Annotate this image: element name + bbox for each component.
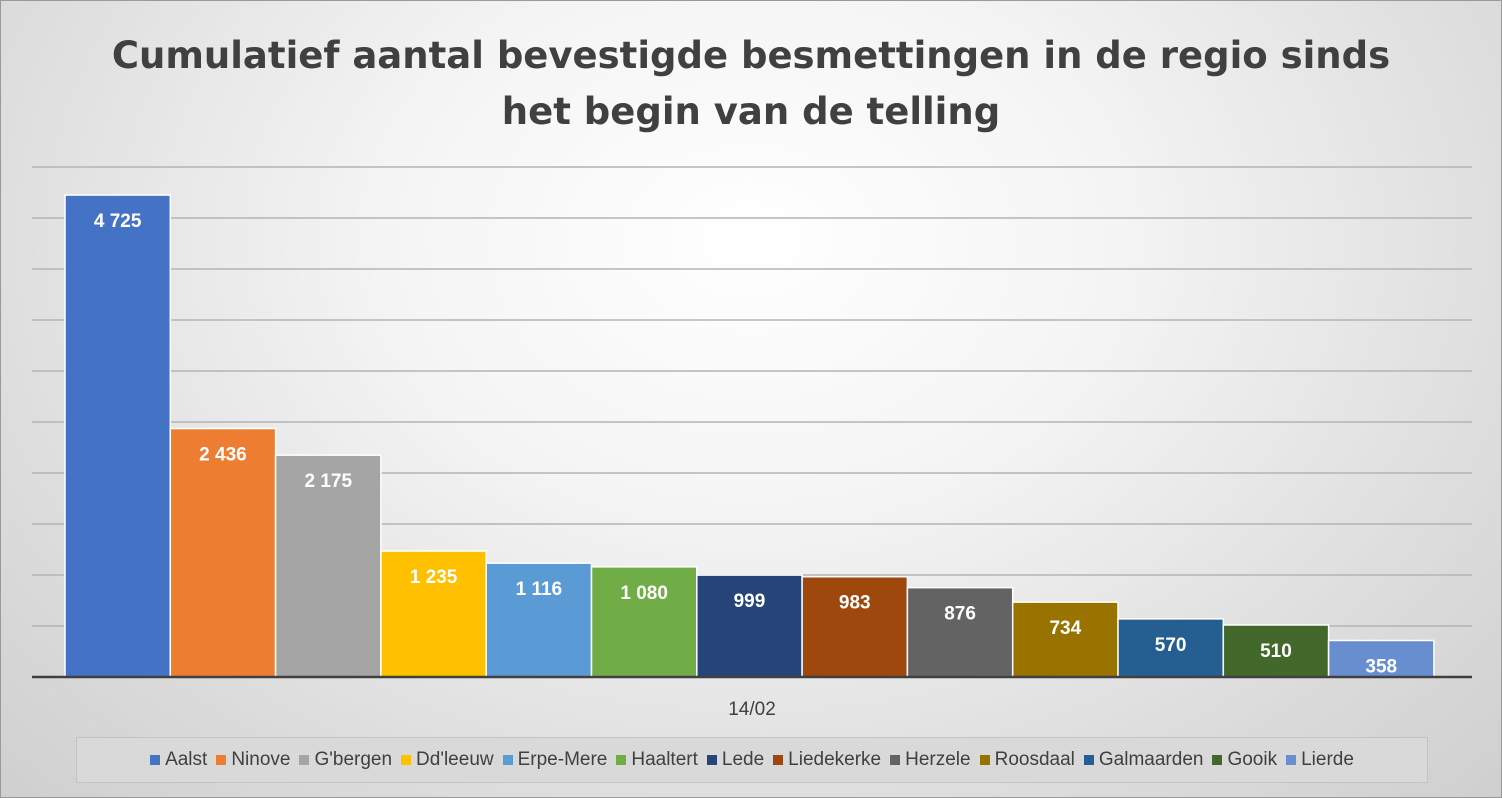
data-label-roosdaal: 734 (1049, 618, 1081, 639)
data-label-gooik: 510 (1260, 641, 1292, 662)
legend-item-roosdaal: Roosdaal (979, 749, 1075, 771)
legend-swatch (890, 755, 901, 765)
legend-item-liedekerke: Liedekerke (773, 749, 881, 771)
legend-label: Erpe-Mere (517, 749, 608, 770)
data-label-lierde: 358 (1365, 656, 1397, 677)
legend-swatch (216, 755, 227, 765)
legend-swatch (299, 755, 310, 765)
legend-label: Ninove (231, 749, 291, 770)
data-label-lede: 999 (734, 591, 766, 612)
legend-swatch (773, 755, 784, 765)
legend-swatch (150, 755, 161, 765)
x-tick-label: 14/02 (728, 699, 776, 720)
data-label-erpe-mere: 1 116 (516, 579, 563, 600)
bar-gooik (1222, 624, 1330, 678)
bars (64, 194, 1435, 678)
legend-label: Galmaarden (1098, 749, 1204, 770)
legend-label: Aalst (165, 749, 208, 770)
legend-item-erpe-mere: Erpe-Mere (502, 749, 608, 771)
chart-title: Cumulatief aantal bevestigde besmettinge… (0, 28, 1502, 140)
bar-aalst (64, 194, 172, 678)
legend-label: Dd'leeuw (416, 749, 494, 770)
data-label-ninove: 2 436 (199, 445, 247, 466)
legend-label: Haaltert (631, 749, 698, 770)
legend-label: Lede (721, 749, 765, 770)
legend-label: Herzele (905, 749, 971, 770)
bar-haaltert (590, 566, 698, 678)
legend-label: Liedekerke (788, 749, 882, 770)
legend-swatch (706, 755, 717, 765)
bar-dd-leeuw (380, 550, 487, 678)
data-labels: 4 725 2 436 2 175 1 235 1 116 1 080 999 983 876 7… (94, 211, 1397, 677)
legend-swatch (1286, 755, 1297, 765)
legend-item-ninove: Ninove (216, 749, 290, 771)
legend-swatch (401, 755, 412, 765)
legend-item-g-bergen: G'bergen (299, 749, 392, 771)
data-label-haaltert: 1 080 (620, 583, 668, 604)
gridlines (32, 166, 1472, 627)
chart-title-line-2: het begin van de telling (501, 90, 1001, 133)
legend-label: Roosdaal (994, 749, 1075, 770)
legend-label: Lierde (1301, 749, 1354, 770)
legend-item-lede: Lede (706, 749, 765, 771)
bar-roosdaal (1011, 601, 1119, 678)
data-label-g-bergen: 2 175 (304, 471, 352, 492)
bar-liedekerke (801, 575, 909, 678)
legend-item-haaltert: Haaltert (616, 749, 698, 771)
legend-item-herzele: Herzele (890, 749, 971, 771)
legend-swatch (979, 755, 990, 765)
data-label-dd-leeuw: 1 235 (410, 567, 458, 588)
bar-lierde (1327, 639, 1435, 678)
bar-herzele (906, 586, 1014, 678)
legend-label: Gooik (1227, 749, 1278, 770)
legend-item-gooik: Gooik (1212, 749, 1277, 771)
data-label-galmaarden: 570 (1155, 635, 1187, 656)
legend: Aalst Ninove G'bergen Dd'leeuw Erpe-Mere Haal… (76, 737, 1428, 783)
legend-item-galmaarden: Galmaarden (1083, 749, 1204, 771)
chart-title-line-1: Cumulatief aantal bevestigde besmettinge… (111, 34, 1391, 77)
legend-swatch (502, 755, 513, 765)
legend-swatch (1212, 755, 1223, 765)
bar-ninove (169, 427, 277, 678)
legend-label: G'bergen (314, 749, 393, 770)
legend-item-dd-leeuw: Dd'leeuw (401, 749, 494, 771)
legend-swatch (616, 755, 627, 765)
legend-swatch (1083, 755, 1094, 765)
data-label-aalst: 4 725 (94, 211, 142, 232)
legend-item-lierde: Lierde (1286, 749, 1354, 771)
data-label-herzele: 876 (944, 604, 976, 625)
data-label-liedekerke: 983 (839, 593, 871, 614)
legend-item-aalst: Aalst (150, 749, 207, 771)
